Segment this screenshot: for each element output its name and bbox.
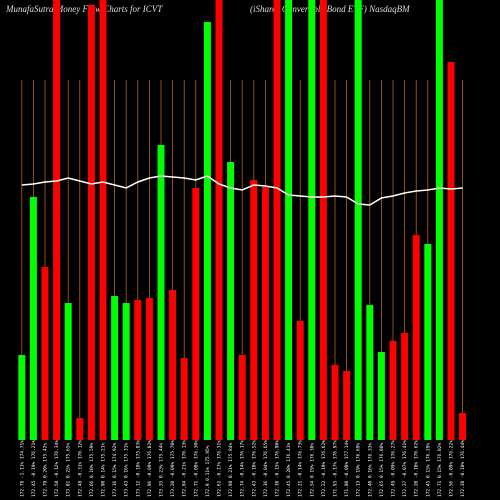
x-tick-label: 172.45 0.20% 176.41% xyxy=(286,443,292,497)
x-tick-label: 171.80 -0.08% 177.14% xyxy=(344,440,350,497)
bar xyxy=(99,0,107,440)
bar xyxy=(412,235,420,440)
bar xyxy=(180,358,188,440)
x-tick-label: 172.9 0.11% 175.95% xyxy=(205,445,211,497)
bar xyxy=(41,267,49,440)
bar xyxy=(424,244,432,440)
bar xyxy=(250,180,258,440)
x-tick-label: 172.71 0.15% 176.02% xyxy=(437,443,443,497)
x-tick-label: 172.45 -0.19% 176.21% xyxy=(31,440,37,497)
x-tick-label: 172.40 0.16% 176.33% xyxy=(367,443,373,497)
x-tick-label: 172.54 0.19% 176.30% xyxy=(309,443,315,497)
bar xyxy=(366,305,374,440)
bar xyxy=(285,0,293,440)
bar xyxy=(261,187,269,440)
bar xyxy=(157,145,165,440)
bar xyxy=(29,197,37,440)
bar xyxy=(64,303,72,440)
bar xyxy=(53,0,61,440)
bar xyxy=(122,303,130,440)
bar xyxy=(319,0,327,440)
bar xyxy=(169,290,177,440)
x-tick-label: 172.45 0.15% 176.29% xyxy=(425,443,431,497)
bar xyxy=(343,371,351,440)
bar xyxy=(354,0,362,440)
bar xyxy=(192,188,200,440)
x-tick-label: 172.48 -0.31% 176.12% xyxy=(77,440,83,497)
bar xyxy=(447,62,455,440)
bar xyxy=(389,341,397,440)
x-tick-label: 172.22 -0.19% 176.62% xyxy=(321,440,327,497)
x-tick-label: 172.98 0.21% 175.84% xyxy=(228,443,234,497)
x-tick-label: 172.20 -0.10% 176.62% xyxy=(414,440,420,497)
x-tick-label: 171.93 -0.17% 176.97% xyxy=(333,440,339,497)
bar xyxy=(401,333,409,440)
x-tick-label: 172.10 -0.15% 176.90% xyxy=(275,440,281,497)
x-tick-label: 172.90 0.14% 175.21% xyxy=(101,443,107,497)
x-tick-label: 172.61 -0.17% 176.31% xyxy=(217,440,223,497)
bar xyxy=(134,300,142,440)
x-tick-label: 172.96 -0.09% 176.02% xyxy=(147,440,153,497)
x-tick-label: 172.74 -0.14% 176.17% xyxy=(240,440,246,497)
x-tick-label: 172.66 0.10% 175.59% xyxy=(89,443,95,497)
bar xyxy=(111,296,119,440)
bar xyxy=(238,355,246,440)
x-tick-label: 172.58 -0.12% 176.34% xyxy=(54,440,60,497)
x-tick-label: 172.56 -0.09% 176.22% xyxy=(449,440,455,497)
x-tick-label: 173.35 0.23% 175.44% xyxy=(159,443,165,497)
bar xyxy=(203,22,211,440)
x-tick-label: 172.21 -0.14% 176.73% xyxy=(298,440,304,497)
x-tick-label: 173.16 0.15% 174.92% xyxy=(112,443,118,497)
bar xyxy=(308,0,316,440)
chart-title: MunafaSutra Money Flow Charts for ICVT xyxy=(5,4,163,14)
bar xyxy=(273,0,281,440)
x-tick-label: 172.79 0.20% 175.42% xyxy=(43,443,49,497)
bar xyxy=(227,162,235,440)
x-tick-label: 172.36 -0.04% 176.65% xyxy=(263,440,269,497)
x-tick-label: 173.01 0.25% 175.65% xyxy=(66,443,72,497)
x-tick-label: 172.43 -0.18% 176.52% xyxy=(251,440,257,497)
x-tick-label: 172.65 0.15% 176.08% xyxy=(379,443,385,497)
x-tick-label: 172.37 -0.07% 176.41% xyxy=(402,440,408,497)
x-tick-label: 172.78 -1.11% 174.71% xyxy=(19,440,25,497)
x-tick-label: 172.71 -0.08% 176.30% xyxy=(193,440,199,497)
bar xyxy=(145,298,153,440)
bar xyxy=(331,365,339,440)
x-tick-label: 172.84 -0.21% 176.13% xyxy=(182,440,188,497)
bar xyxy=(459,413,467,440)
x-tick-label: 173.20 -0.09% 175.70% xyxy=(170,440,176,497)
x-tick-label: 172.13 0.19% 176.69% xyxy=(356,443,362,497)
x-tick-label: 172.38 -0.10% 176.44% xyxy=(460,440,466,497)
money-flow-line xyxy=(21,175,463,206)
bar xyxy=(296,321,304,440)
x-tick-label: 172.49 -0.09% 176.27% xyxy=(391,440,397,497)
bar xyxy=(76,418,84,440)
x-tick-label: 173.12 -0.18% 175.83% xyxy=(135,440,141,497)
bar xyxy=(18,355,26,440)
chart-subtitle: (iShares Convertible Bond ETF) NasdaqBM xyxy=(250,4,410,14)
bar xyxy=(87,5,95,440)
bar xyxy=(435,0,443,440)
bar xyxy=(215,0,223,440)
bar xyxy=(377,352,385,440)
x-tick-label: 173.43 0.16% 175.31% xyxy=(124,443,130,497)
